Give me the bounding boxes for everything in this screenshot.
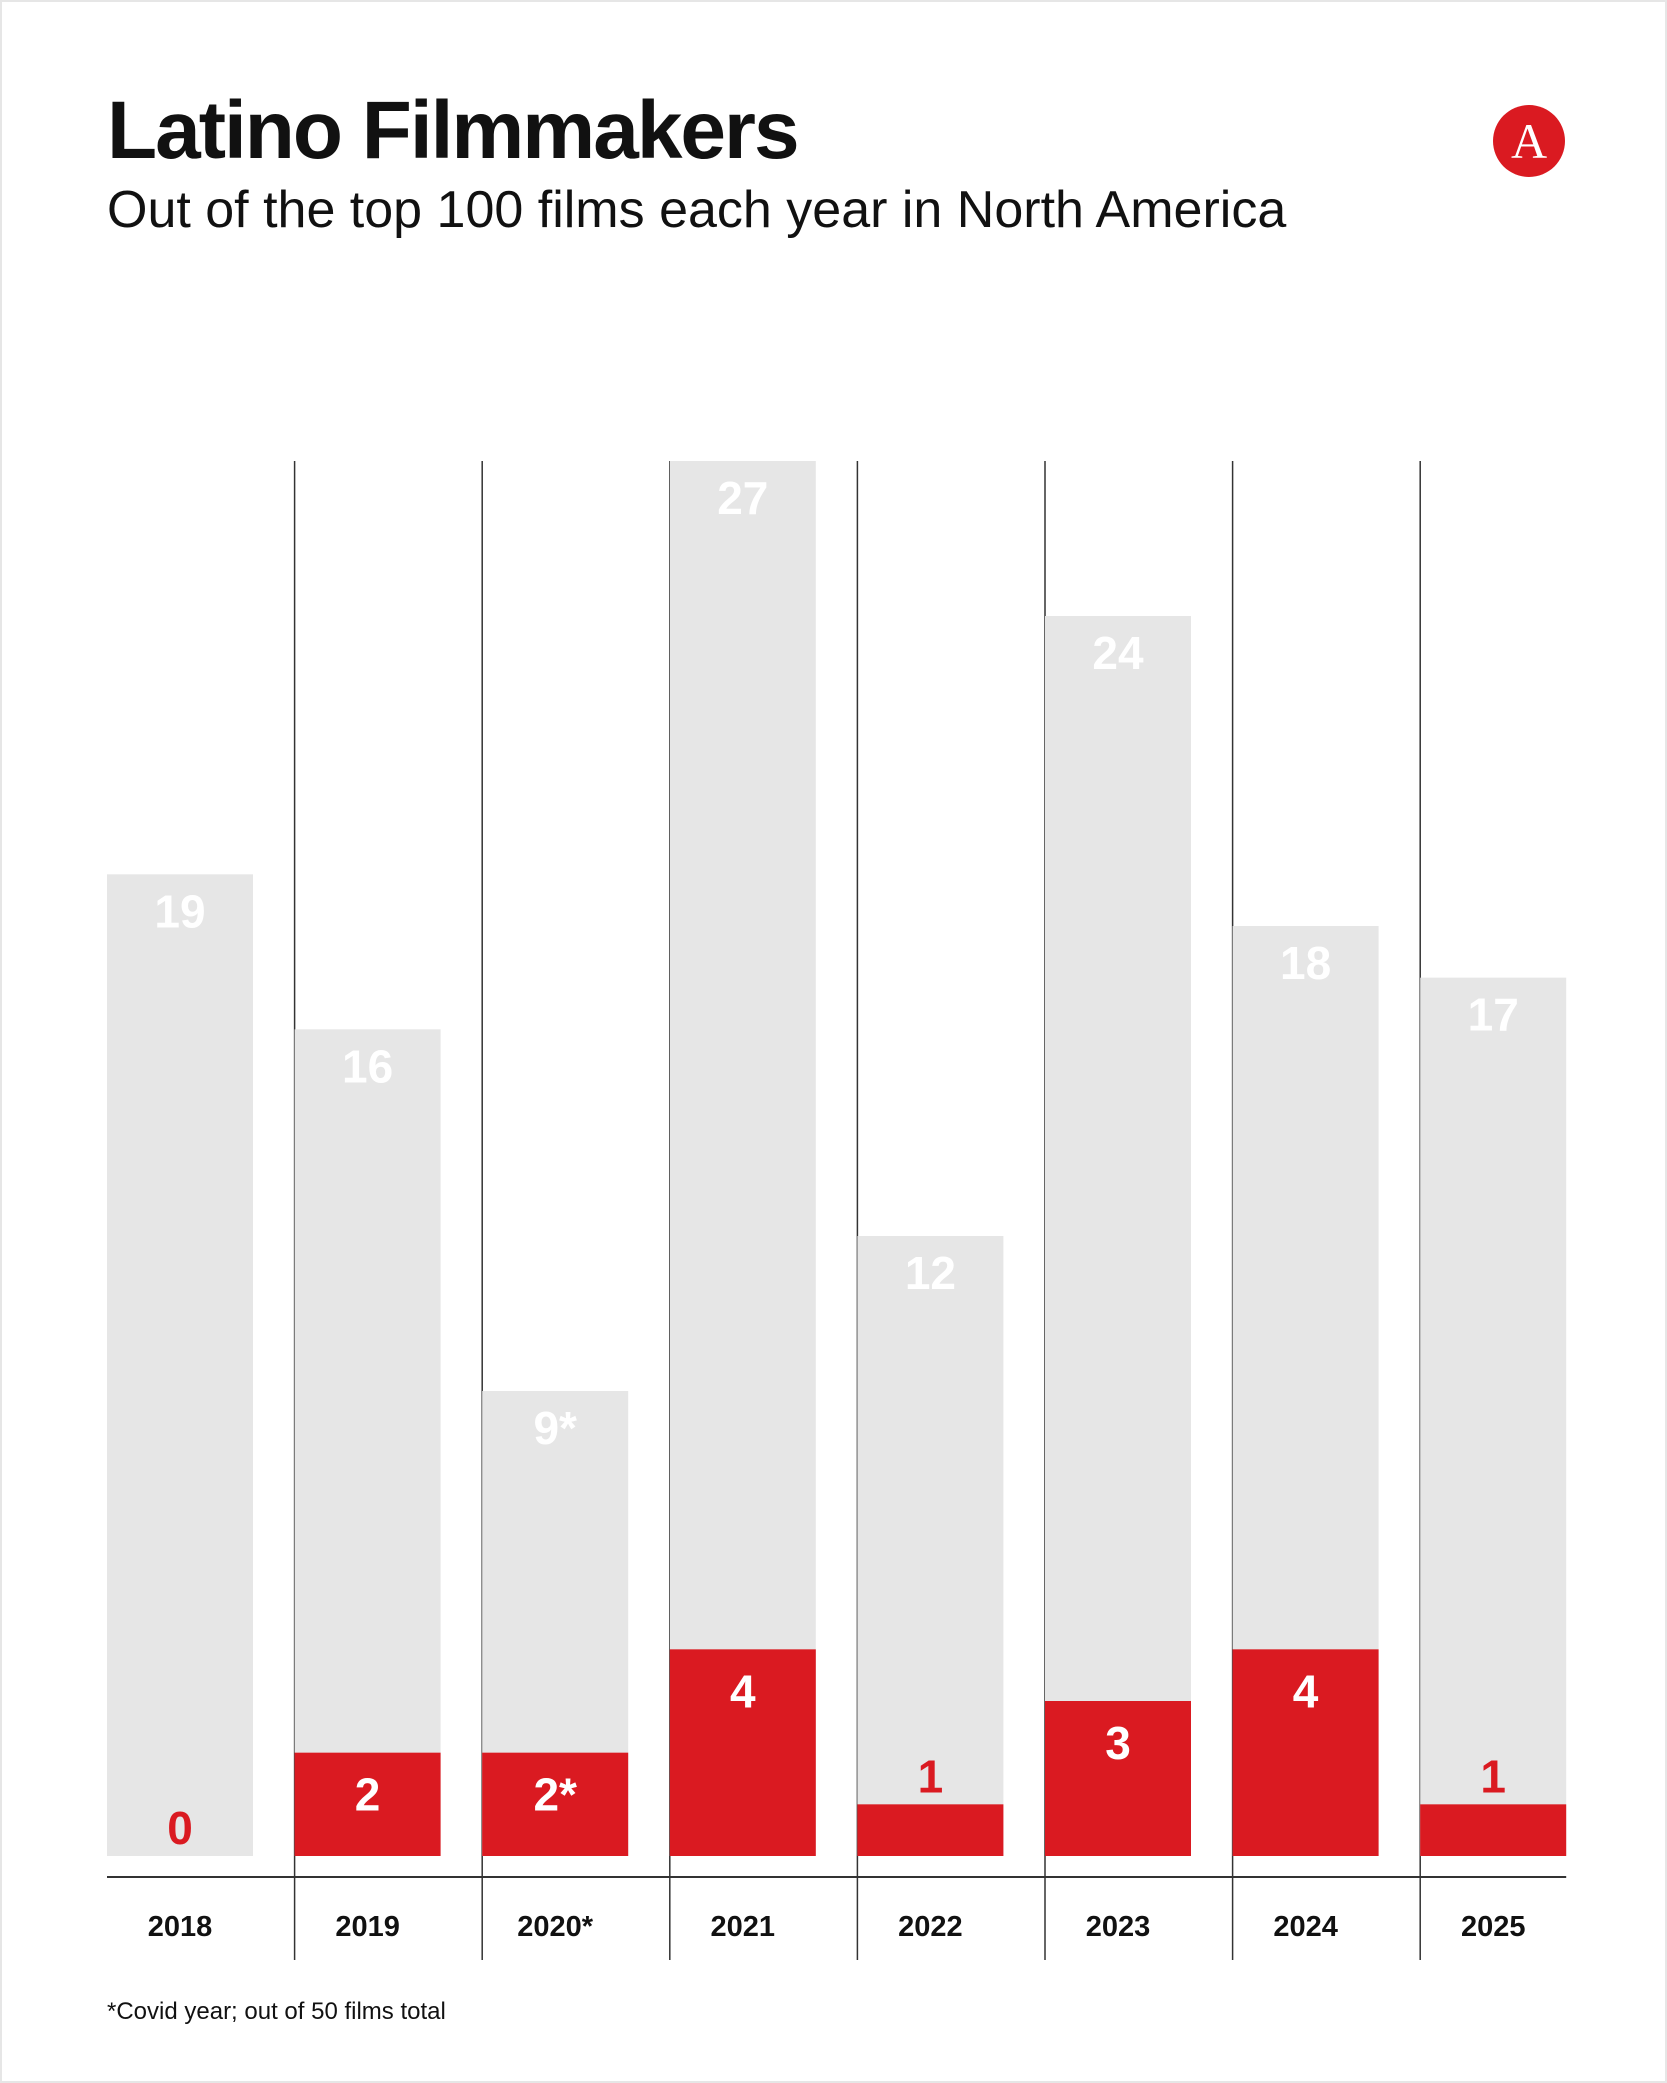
total-value-label: 27 bbox=[717, 472, 768, 524]
total-value-label: 16 bbox=[342, 1040, 393, 1092]
latino-bar bbox=[1420, 1804, 1567, 1856]
latino-value-label: 4 bbox=[730, 1665, 756, 1717]
total-value-label: 9* bbox=[533, 1402, 577, 1454]
publisher-logo-icon: A bbox=[1493, 105, 1565, 177]
latino-value-label: 4 bbox=[1293, 1665, 1319, 1717]
latino-bar bbox=[857, 1804, 1004, 1856]
chart-title: Latino Filmmakers bbox=[107, 85, 800, 176]
logo-circle bbox=[1493, 105, 1565, 177]
logo-letter: A bbox=[1511, 113, 1547, 169]
x-tick-label: 2021 bbox=[711, 1911, 776, 1943]
total-value-label: 18 bbox=[1280, 937, 1331, 989]
total-value-label: 12 bbox=[905, 1247, 956, 1299]
latino-value-label: 1 bbox=[1480, 1750, 1506, 1802]
latino-bar bbox=[294, 1752, 441, 1856]
latino-value-label: 2* bbox=[533, 1769, 577, 1821]
total-value-label: 17 bbox=[1468, 989, 1519, 1041]
latino-value-label: 0 bbox=[167, 1802, 193, 1854]
x-tick-label: 2019 bbox=[335, 1911, 400, 1943]
x-tick-label: 2022 bbox=[898, 1911, 963, 1943]
latino-bar bbox=[669, 1649, 816, 1856]
latino-bar bbox=[482, 1752, 629, 1856]
x-tick-label: 2018 bbox=[148, 1911, 213, 1943]
x-tick-label: 2024 bbox=[1273, 1911, 1338, 1943]
x-tick-label: 2025 bbox=[1461, 1911, 1526, 1943]
latino-bar bbox=[1232, 1649, 1379, 1856]
total-bar bbox=[857, 1236, 1004, 1856]
footnote: *Covid year; out of 50 films total bbox=[107, 1998, 446, 2025]
chart-subtitle: Out of the top 100 films each year in No… bbox=[107, 181, 1287, 239]
total-bar bbox=[1420, 977, 1567, 1856]
latino-value-label: 1 bbox=[918, 1750, 944, 1802]
total-bar bbox=[669, 461, 816, 1856]
latino-value-label: 2 bbox=[355, 1769, 381, 1821]
x-tick-label: 2023 bbox=[1086, 1911, 1151, 1943]
total-bar bbox=[1045, 616, 1191, 1856]
total-value-label: 19 bbox=[154, 885, 205, 937]
x-tick-label: 2020* bbox=[517, 1911, 594, 1943]
latino-bar bbox=[1045, 1701, 1191, 1856]
total-value-label: 24 bbox=[1092, 627, 1144, 679]
latino-value-label: 3 bbox=[1105, 1717, 1131, 1769]
total-bar bbox=[294, 1029, 441, 1856]
total-bar bbox=[107, 874, 253, 1856]
